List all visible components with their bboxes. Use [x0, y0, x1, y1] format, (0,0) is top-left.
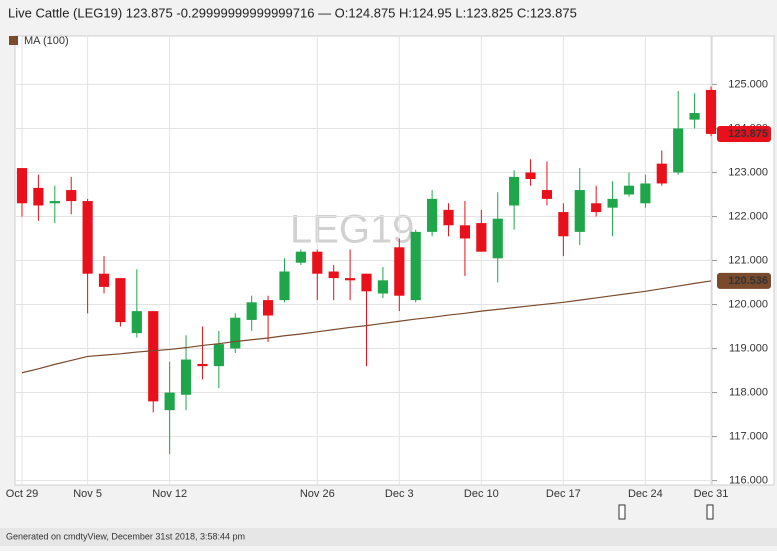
candle-body — [427, 198, 438, 232]
candle-body — [148, 311, 159, 402]
candle-body — [312, 251, 323, 274]
candle-body — [246, 302, 257, 320]
candle-body — [459, 225, 471, 239]
candle-body — [591, 203, 602, 213]
x-tick-label: Dec 3 — [385, 488, 414, 500]
close-tag-label: 123.875 — [728, 128, 768, 140]
x-tick-label: Dec 10 — [464, 488, 499, 500]
y-tick-label: 123.000 — [728, 166, 768, 178]
header-bar — [0, 0, 777, 30]
y-tick-label: 125.000 — [728, 78, 768, 90]
legend-swatch — [9, 36, 18, 45]
candle-body — [33, 187, 44, 206]
footer-bar — [0, 528, 777, 546]
candle-body — [673, 128, 684, 173]
candle-body — [328, 271, 339, 279]
candle-body — [574, 190, 585, 232]
candle-body — [345, 278, 356, 281]
y-tick-label: 117.000 — [729, 430, 768, 442]
candle-body — [394, 247, 405, 296]
candle-body — [623, 185, 635, 195]
legend-label: MA (100) — [24, 35, 69, 47]
x-tick-label: Dec 24 — [628, 488, 663, 500]
candle-body — [131, 311, 142, 334]
candle-body — [410, 231, 421, 301]
value-tag-label: 120.536 — [728, 275, 768, 287]
chart-title: Live Cattle (LEG19) 123.875 -0.299999999… — [8, 5, 577, 20]
y-tick-label: 121.000 — [728, 254, 768, 266]
candle-body — [476, 223, 487, 252]
candle-body — [705, 89, 717, 134]
candle-body — [115, 278, 126, 323]
candle-body — [230, 317, 241, 349]
candle-body — [49, 201, 60, 204]
x-tick-label: Nov 26 — [300, 488, 335, 500]
candle-body — [213, 344, 224, 367]
candle-body — [295, 251, 306, 263]
y-axis-area — [711, 35, 775, 486]
x-tick-label: Nov 5 — [73, 488, 102, 500]
y-tick-label: 122.000 — [728, 210, 768, 222]
candle-body — [82, 201, 93, 274]
candle-body — [197, 363, 208, 367]
x-tick-label: Oct 29 — [6, 488, 38, 500]
candle-body — [377, 280, 388, 294]
watermark: LEG19 — [290, 208, 415, 252]
candle-body — [98, 273, 110, 287]
candle-body — [607, 198, 618, 208]
scroll-handle[interactable] — [706, 504, 714, 520]
candle-body — [279, 271, 290, 301]
scroll-handle[interactable] — [618, 504, 626, 520]
footer: Generated on cmdtyView, December 31st 20… — [6, 531, 245, 541]
close-tag — [717, 125, 771, 142]
value-tag — [717, 272, 771, 289]
candle-body — [525, 172, 536, 180]
candle-body — [16, 168, 28, 204]
candle-body — [361, 273, 372, 292]
candle-body — [443, 209, 454, 226]
candle-body — [492, 218, 503, 259]
candle-body — [509, 176, 520, 206]
candle-body — [656, 163, 667, 184]
ma-line — [21, 280, 712, 374]
candle-body — [66, 190, 77, 202]
y-tick-label: 120.000 — [728, 298, 768, 310]
y-tick-label: 119.000 — [729, 342, 768, 354]
x-tick-label: Dec 31 — [694, 488, 729, 500]
y-tick-label: 116.000 — [729, 475, 768, 487]
candle-body — [640, 183, 651, 204]
candle-body — [541, 190, 553, 199]
x-tick-label: Nov 12 — [152, 488, 187, 500]
candle-body — [262, 300, 274, 316]
candle-body — [164, 392, 175, 411]
candle-body — [180, 359, 192, 395]
candle-body — [689, 113, 700, 120]
x-tick-label: Dec 17 — [546, 488, 581, 500]
candle-body — [558, 212, 569, 237]
y-tick-label: 118.000 — [729, 386, 768, 398]
